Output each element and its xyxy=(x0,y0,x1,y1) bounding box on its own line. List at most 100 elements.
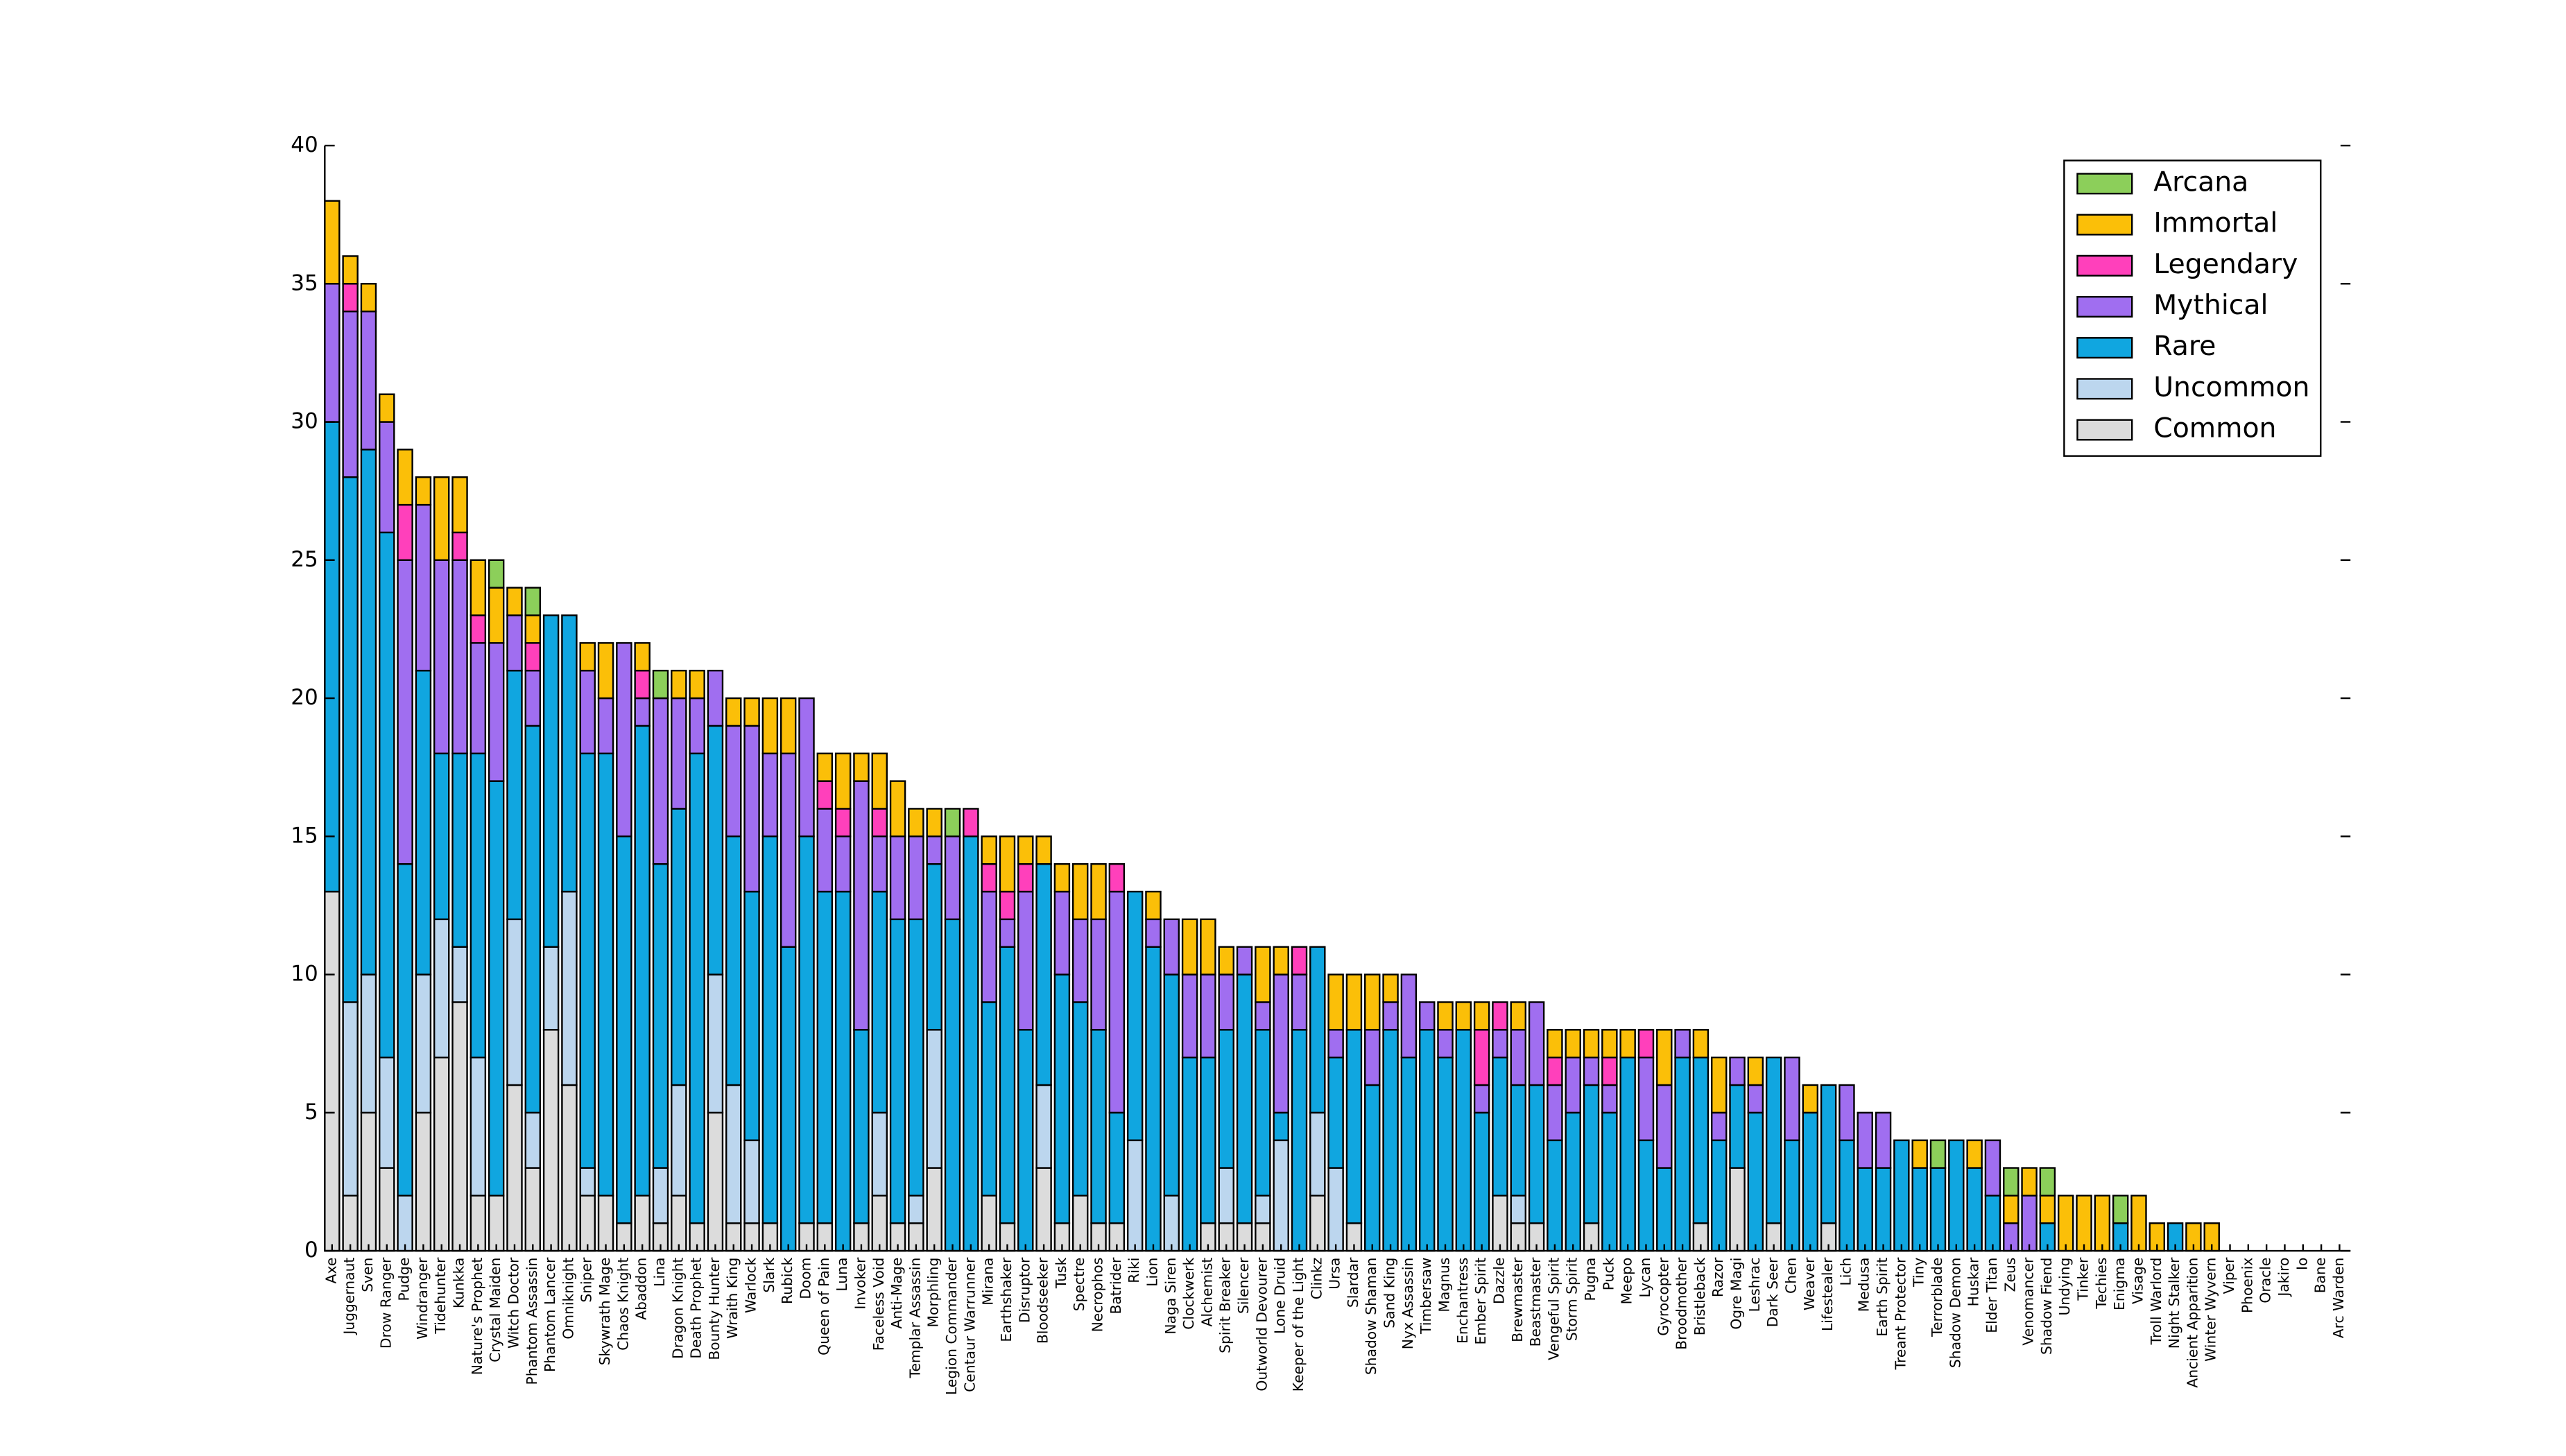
x-tick-label: Arc Warden xyxy=(2330,1258,2347,1339)
x-tick-label: Brewmaster xyxy=(1509,1257,1526,1342)
x-tick-label: Broodmother xyxy=(1673,1257,1690,1350)
bar-segment xyxy=(1108,1111,1126,1224)
bar-segment xyxy=(652,863,669,1169)
bar-segment xyxy=(2039,1167,2056,1197)
x-tick-label: Meepo xyxy=(1619,1258,1635,1305)
bar-segment xyxy=(1729,1084,1746,1169)
bar-segment xyxy=(908,1195,924,1224)
x-tick-label: Timbersaw xyxy=(1418,1258,1434,1335)
x-tick-label: Venomancer xyxy=(2020,1257,2037,1346)
bar-segment xyxy=(488,587,505,644)
bar-segment xyxy=(579,1195,596,1252)
bar-segment xyxy=(1255,1195,1271,1224)
bar-segment xyxy=(1473,1001,1490,1031)
bar-segment xyxy=(342,1195,359,1252)
bar-segment xyxy=(908,835,924,921)
x-tick-label: Lycan xyxy=(1637,1258,1653,1298)
bar-segment xyxy=(634,669,651,700)
legend-swatch xyxy=(2076,254,2133,277)
x-tick-label: Wraith King xyxy=(724,1258,741,1339)
bar-segment xyxy=(908,918,924,1197)
bar-segment xyxy=(561,890,578,1086)
x-tick-label: Axe xyxy=(322,1258,339,1284)
x-tick-label: Nature's Prophet xyxy=(469,1258,485,1376)
bar-segment xyxy=(1637,1029,1655,1059)
bar-segment xyxy=(1802,1111,1819,1252)
x-tick-label: Elder Titan xyxy=(1983,1258,2000,1333)
bar-segment xyxy=(470,642,487,754)
bar-segment xyxy=(379,393,395,423)
bar-segment xyxy=(1200,918,1216,976)
y-tick-label: 30 xyxy=(291,409,318,434)
x-tick-label: Outworld Devourer xyxy=(1253,1257,1270,1392)
bar-segment xyxy=(451,752,468,948)
bar-segment xyxy=(342,255,359,285)
bar-segment xyxy=(1802,1084,1819,1114)
bar-segment xyxy=(1601,1084,1618,1114)
bar-segment xyxy=(379,531,395,1059)
bar-segment xyxy=(1455,1001,1472,1031)
bar-segment xyxy=(1656,1167,1673,1252)
bar-segment xyxy=(1035,1167,1052,1252)
bar-segment xyxy=(542,1029,560,1252)
bar-segment xyxy=(1236,973,1253,1224)
x-tick-label: Juggernaut xyxy=(341,1258,358,1336)
x-tick-label: Ursa xyxy=(1327,1258,1343,1290)
x-tick-label: Razor xyxy=(1710,1257,1726,1297)
x-tick-label: Phantom Assassin xyxy=(524,1258,540,1385)
bar-segment xyxy=(816,808,834,893)
x-tick-label: Faceless Void xyxy=(870,1258,887,1351)
bar-segment xyxy=(1200,973,1216,1059)
bar-segment xyxy=(360,1111,377,1252)
x-tick-label: Spectre xyxy=(1071,1258,1087,1312)
bar-segment xyxy=(1692,1029,1710,1059)
bar-segment xyxy=(834,835,852,893)
x-tick-label: Bane xyxy=(2312,1258,2329,1294)
bar-segment xyxy=(944,835,961,921)
bar-segment xyxy=(1473,1029,1490,1086)
bar-segment xyxy=(834,752,852,810)
bar-segment xyxy=(415,476,432,506)
bar-segment xyxy=(524,669,541,727)
bar-segment xyxy=(415,973,432,1114)
bar-segment xyxy=(981,835,997,865)
bar-segment xyxy=(1948,1139,1965,1252)
x-tick-label: Viper xyxy=(2221,1257,2237,1294)
bar-segment xyxy=(1637,1056,1655,1141)
x-tick-label: Visage xyxy=(2129,1258,2146,1304)
bar-segment xyxy=(451,1001,468,1252)
x-tick-label: Troll Warlord xyxy=(2148,1258,2164,1346)
bar-segment xyxy=(1364,973,1381,1031)
bar-segment xyxy=(1218,946,1234,976)
bar-segment xyxy=(433,476,450,561)
bar-segment xyxy=(1437,1029,1454,1059)
x-tick-label: Ember Spirit xyxy=(1472,1258,1489,1345)
bar-segment xyxy=(707,1111,724,1252)
bar-segment xyxy=(1090,1029,1107,1224)
bar-segment xyxy=(1017,1029,1034,1252)
bar-segment xyxy=(1200,1056,1216,1224)
legend-label: Mythical xyxy=(2153,289,2268,321)
bar-segment xyxy=(853,780,870,1031)
bar-segment xyxy=(1017,835,1034,865)
bar-segment xyxy=(1857,1111,1873,1169)
bar-segment xyxy=(1565,1111,1581,1252)
x-tick-label: Earthshaker xyxy=(998,1257,1015,1342)
bar-segment xyxy=(816,780,834,810)
bar-segment xyxy=(871,752,888,810)
x-tick-label: Warlock xyxy=(743,1257,759,1313)
bar-segment xyxy=(981,1001,997,1197)
x-tick-label: Bounty Hunter xyxy=(706,1257,723,1360)
bar-segment xyxy=(871,808,888,838)
bar-segment xyxy=(1327,973,1344,1031)
legend-swatch xyxy=(2076,295,2133,318)
bar-segment xyxy=(1163,918,1180,976)
x-tick-label: Storm Spirit xyxy=(1564,1258,1581,1342)
x-tick-label: Riki xyxy=(1126,1258,1142,1283)
bar-segment xyxy=(1637,1139,1655,1252)
bar-segment xyxy=(1528,1001,1545,1086)
bar-segment xyxy=(1455,1029,1472,1252)
bar-segment xyxy=(1601,1111,1618,1252)
bar-segment xyxy=(944,918,961,1252)
x-tick-label: Slark xyxy=(761,1257,777,1292)
